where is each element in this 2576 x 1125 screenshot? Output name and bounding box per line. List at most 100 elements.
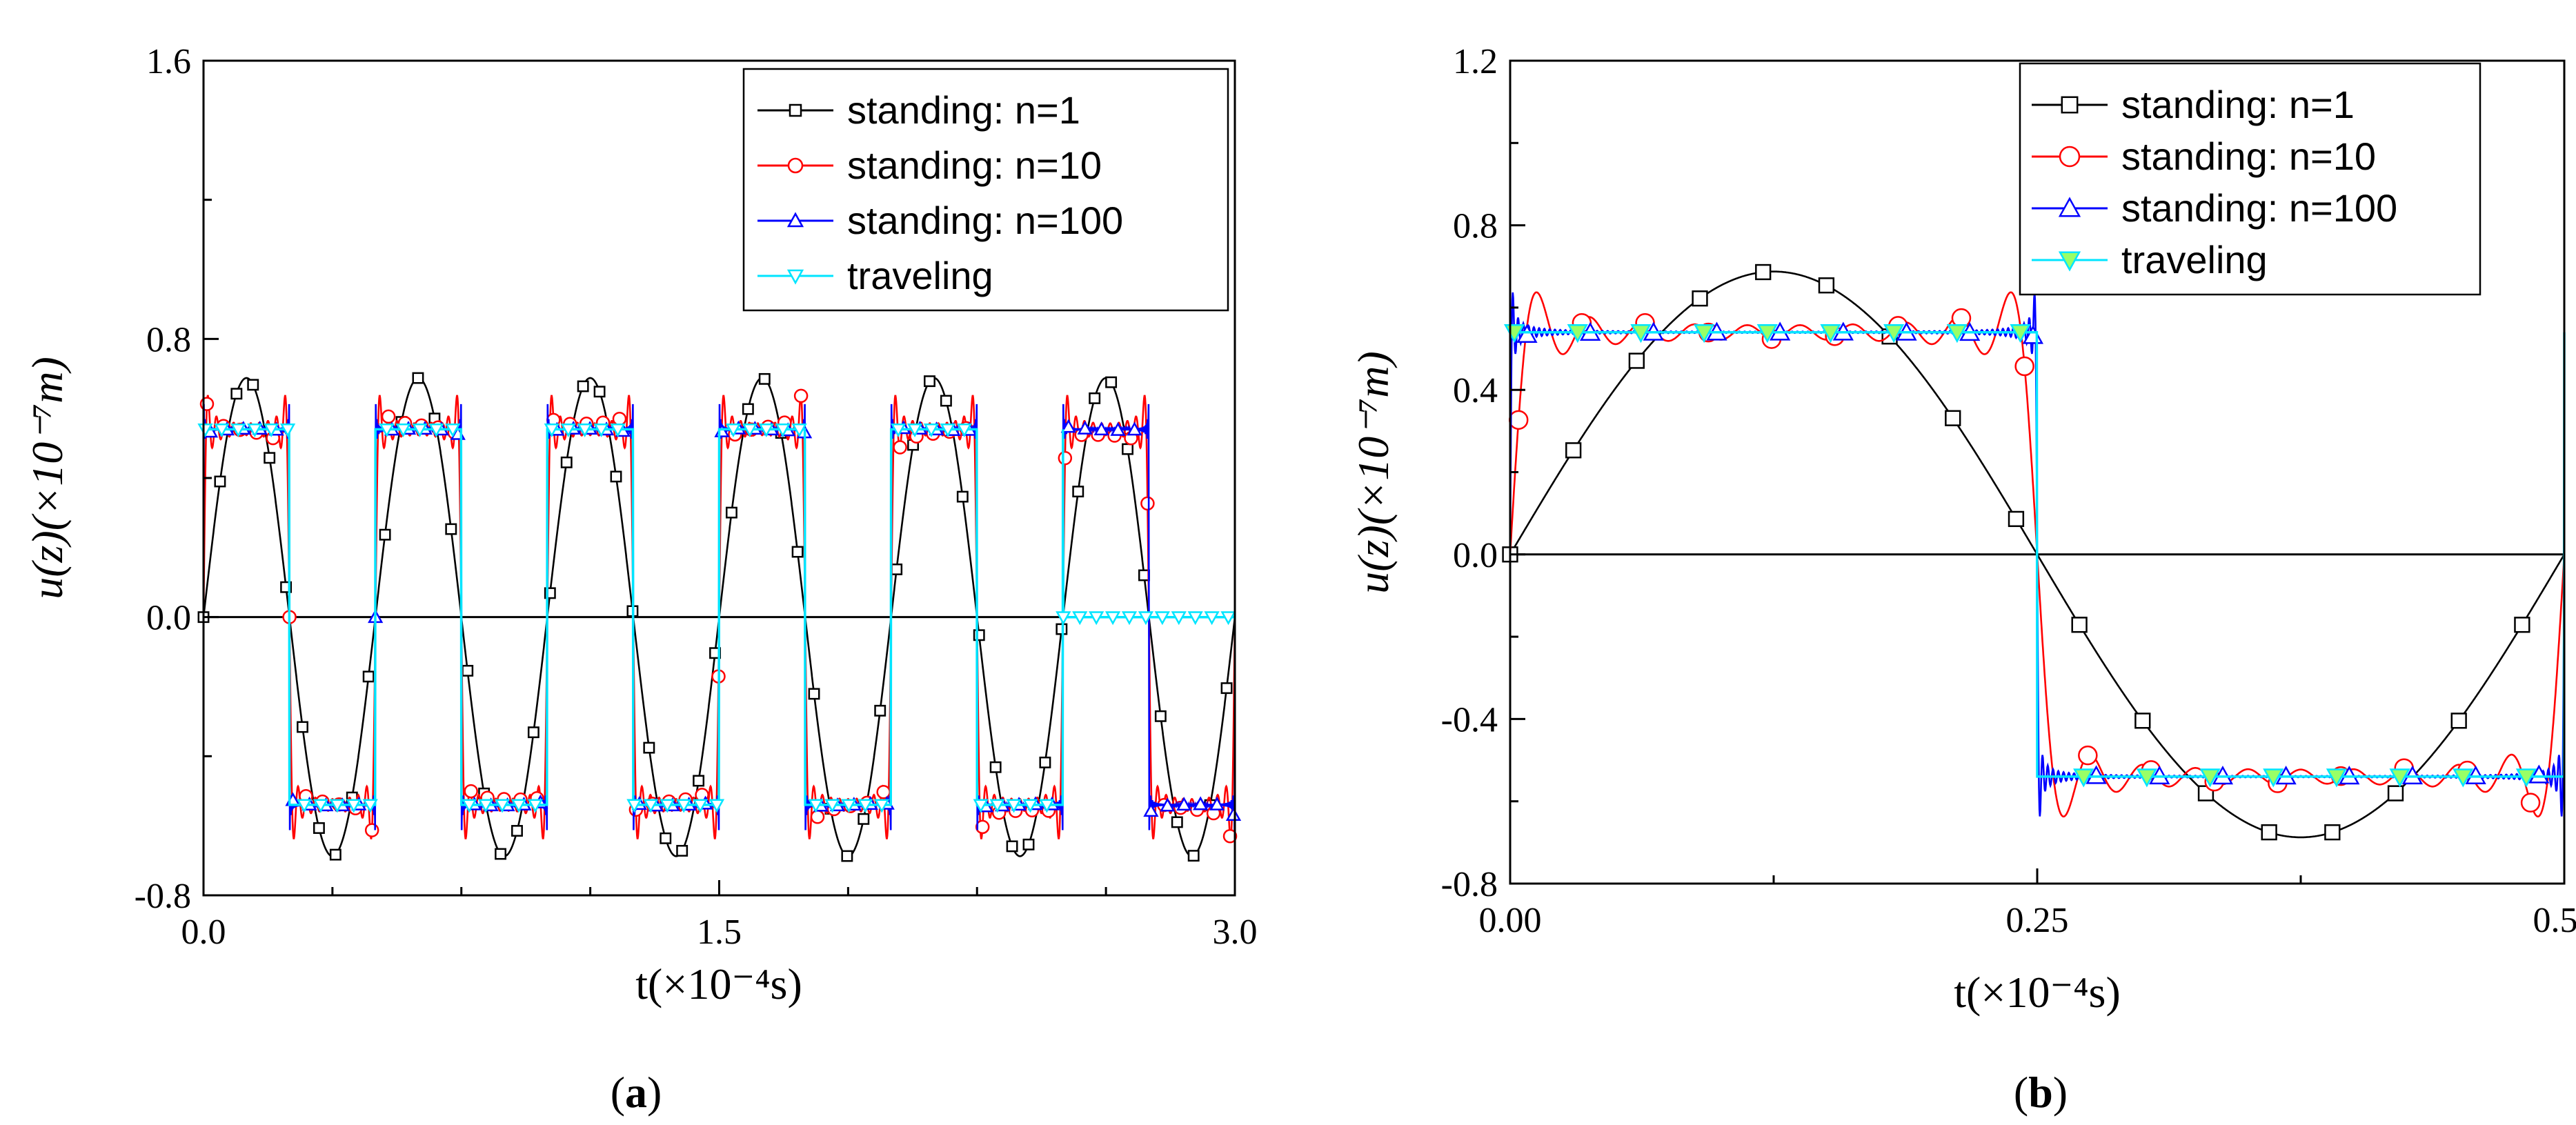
data-marker [2520,793,2541,813]
y-tick-label: 1.2 [1453,42,1498,81]
y-axis-title: u(z)(×10⁻⁷m) [1349,351,1398,594]
data-marker [2059,146,2081,168]
data-marker [1946,324,1968,344]
data-marker [1058,450,1073,466]
data-marker [924,375,935,388]
data-marker [1694,324,1715,344]
panel-label-b: (b) [2014,1068,2068,1117]
data-marker [1006,799,1022,813]
data-marker [791,546,804,558]
data-marker [593,386,606,398]
data-marker [2199,768,2221,788]
series-1 [197,372,1236,862]
data-marker [758,372,771,385]
data-marker [1820,324,1841,344]
x-tick-label: 3.0 [1213,913,1258,952]
data-marker [2389,768,2410,788]
data-marker [560,456,573,468]
axis-ticks: 0.0 1.5 3.0-0.80.00.81.6 [135,42,1258,952]
data-marker [2324,824,2341,841]
data-marker [874,799,890,813]
data-marker [876,784,891,799]
data-marker [329,848,341,861]
data-marker [279,423,296,437]
series-group [197,372,1242,862]
axis-ticks: 0.00 0.25 0.50 -0.8 -0.4 0.0 0.4 0.8 1.2 [1441,42,2576,940]
legend-label: standing: n=1 [2121,83,2355,126]
data-marker [1006,840,1018,853]
data-marker [989,799,1005,813]
data-marker [2261,824,2277,841]
series-group [1502,263,2566,841]
data-marker [577,380,589,392]
y-tick-label: 0.8 [1453,207,1498,246]
data-marker [810,810,825,824]
data-marker [841,850,853,862]
data-marker [725,506,737,519]
data-marker [577,423,593,437]
data-marker [725,423,742,437]
data-marker [1060,419,1076,433]
legend-box [2019,62,2481,296]
data-marker [1187,850,1200,862]
y-tick-label: 0.0 [1453,536,1498,575]
data-marker [1110,421,1126,436]
data-marker [313,822,325,834]
data-marker [2071,617,2088,633]
data-marker [610,470,622,483]
data-marker [709,799,725,813]
data-marker [428,423,444,437]
data-marker [1022,838,1035,850]
data-marker [1755,263,1772,281]
data-marker [742,423,757,437]
data-marker [214,423,230,437]
data-marker [296,799,313,813]
data-marker [346,799,361,813]
x-tick-label: 0.25 [2006,901,2069,940]
data-marker [775,423,791,437]
data-marker [891,423,906,437]
data-marker [1176,797,1192,811]
data-marker [379,528,391,541]
legend: standing: n=1 standing: n=10 standing: n=1… [742,68,1229,312]
data-marker [2326,768,2348,788]
data-marker [1154,611,1170,626]
data-marker [2058,197,2081,217]
x-tick-label: 0.0 [181,913,226,952]
data-marker [197,423,213,437]
data-marker [1089,392,1101,404]
data-marker [395,423,411,437]
data-marker [786,212,804,228]
data-marker [610,423,626,437]
data-marker [1692,290,1708,307]
data-marker [1022,799,1038,813]
data-marker [693,775,705,787]
data-marker [1072,486,1084,498]
data-marker [1121,611,1138,626]
data-marker [511,825,523,837]
data-marker [1072,611,1088,626]
data-marker [1187,611,1203,626]
legend-label: traveling [847,254,993,297]
data-marker [2061,96,2079,114]
y-tick-label: 0.0 [146,599,191,638]
chart-panel-b: 0.00 0.25 0.50 -0.8 -0.4 0.0 0.4 0.8 1.2 t(×10⁻⁴… [1349,42,2576,1117]
series-4 [1503,324,2566,788]
series-1 [1502,263,2566,841]
data-marker [478,799,494,813]
data-marker [1204,611,1220,626]
data-marker [1122,443,1133,455]
data-marker [379,423,395,437]
data-marker [1222,829,1238,844]
data-marker [841,799,857,813]
data-marker [626,799,642,813]
data-marker [1104,611,1121,626]
data-marker [2058,251,2081,272]
data-marker [1171,816,1183,828]
legend-box [742,68,1229,312]
data-marker [2008,510,2025,528]
data-marker [2134,713,2151,729]
data-marker [956,423,972,437]
data-marker [264,452,276,464]
data-marker [1209,796,1225,810]
